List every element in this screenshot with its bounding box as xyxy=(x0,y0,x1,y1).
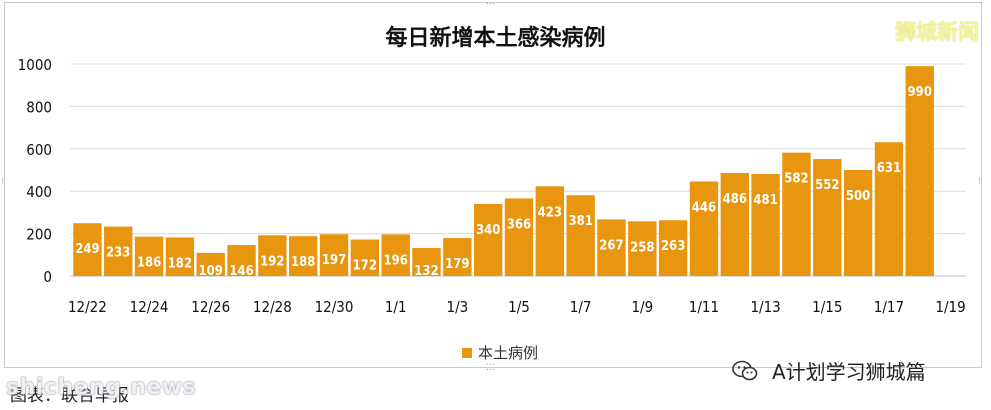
x-tick-label: 1/9 xyxy=(631,298,653,316)
chart-title: 每日新增本土感染病例 xyxy=(385,26,606,51)
data-label: 233 xyxy=(106,246,130,261)
data-label: 179 xyxy=(445,257,469,272)
x-tick-label: 12/28 xyxy=(253,298,292,316)
bar xyxy=(504,198,534,276)
data-label: 192 xyxy=(260,254,284,269)
caption: 图表：联合早报 xyxy=(10,386,129,406)
resize-handle-left[interactable]: ⁝ xyxy=(1,177,4,187)
data-label: 481 xyxy=(753,193,777,208)
source-account-name: A计划学习狮城篇 xyxy=(772,360,926,384)
x-tick-label: 1/11 xyxy=(689,298,719,316)
x-tick-label: 1/17 xyxy=(874,298,904,316)
bar xyxy=(751,174,780,276)
data-label: 182 xyxy=(168,256,192,271)
data-label: 132 xyxy=(414,264,438,279)
data-label: 486 xyxy=(723,192,747,207)
legend: 本土病例 xyxy=(462,342,538,363)
data-label: 258 xyxy=(630,240,654,255)
wechat-icon xyxy=(732,360,758,382)
y-tick-label: 800 xyxy=(26,98,52,116)
y-tick-label: 200 xyxy=(26,226,52,244)
data-label: 196 xyxy=(383,253,407,268)
bar xyxy=(689,181,719,276)
bar xyxy=(319,234,349,276)
bar xyxy=(104,226,133,276)
bar xyxy=(134,236,164,276)
data-label: 381 xyxy=(568,214,592,229)
bar xyxy=(227,245,256,276)
bar xyxy=(628,221,657,276)
bar xyxy=(535,186,565,276)
data-label: 146 xyxy=(229,264,253,279)
data-label: 582 xyxy=(784,172,808,187)
bar xyxy=(289,236,318,276)
watermark-logo-text: 狮城新闻 xyxy=(895,20,979,44)
data-label: 446 xyxy=(692,200,716,215)
data-label: 552 xyxy=(815,178,839,193)
x-tick-label: 12/26 xyxy=(191,298,230,316)
data-label: 500 xyxy=(846,189,870,204)
bar xyxy=(597,219,626,276)
legend-label: 本土病例 xyxy=(478,344,539,362)
data-label: 263 xyxy=(661,239,685,254)
x-tick-label: 12/22 xyxy=(68,298,107,316)
data-label: 188 xyxy=(291,255,315,270)
data-label: 186 xyxy=(137,256,161,271)
bar xyxy=(412,248,441,276)
bar xyxy=(813,158,842,276)
x-tick-label: 1/3 xyxy=(446,298,468,316)
y-tick-label: 0 xyxy=(43,268,52,286)
bar xyxy=(258,235,287,276)
bar xyxy=(381,234,410,276)
bar xyxy=(782,152,811,276)
site-watermark: shicheng.news xyxy=(6,375,197,400)
bar xyxy=(905,66,934,277)
bar xyxy=(473,203,503,276)
bar xyxy=(165,237,195,276)
data-label: 990 xyxy=(908,85,932,100)
bar xyxy=(73,223,102,276)
x-tick-label: 1/5 xyxy=(508,298,530,316)
y-tick-label: 600 xyxy=(26,141,52,159)
source-account: A计划学习狮城篇 xyxy=(732,356,926,385)
bar xyxy=(874,142,904,276)
x-tick-label: 1/15 xyxy=(812,298,842,316)
data-label: 423 xyxy=(538,205,562,220)
x-tick-label: 1/1 xyxy=(385,298,407,316)
bar xyxy=(196,252,225,276)
resize-handle-right[interactable]: ⁝ xyxy=(978,177,981,187)
data-label: 172 xyxy=(353,259,377,274)
data-label: 197 xyxy=(322,253,346,268)
y-tick-label: 400 xyxy=(26,183,52,201)
x-tick-label: 12/24 xyxy=(130,298,169,316)
x-tick-label: 1/13 xyxy=(750,298,780,316)
x-tick-label: 1/19 xyxy=(935,298,965,316)
x-tick-label: 12/30 xyxy=(315,298,354,316)
data-label: 249 xyxy=(75,242,99,257)
resize-handle-bottom[interactable]: ⁚⁚⁚ xyxy=(486,363,495,373)
data-label: 631 xyxy=(877,161,901,176)
bar xyxy=(658,220,688,276)
legend-swatch xyxy=(462,347,472,358)
bar xyxy=(566,195,595,276)
data-label: 366 xyxy=(507,217,531,232)
y-tick-label: 1000 xyxy=(18,56,52,74)
bar xyxy=(843,170,873,276)
resize-handle-top[interactable]: ⁚⁚⁚ xyxy=(486,0,495,7)
bar xyxy=(720,172,749,276)
bar xyxy=(443,238,472,276)
data-label: 267 xyxy=(599,238,623,253)
x-tick-label: 1/7 xyxy=(570,298,592,316)
bar xyxy=(350,239,380,276)
data-label: 109 xyxy=(199,264,223,279)
data-label: 340 xyxy=(476,223,500,238)
